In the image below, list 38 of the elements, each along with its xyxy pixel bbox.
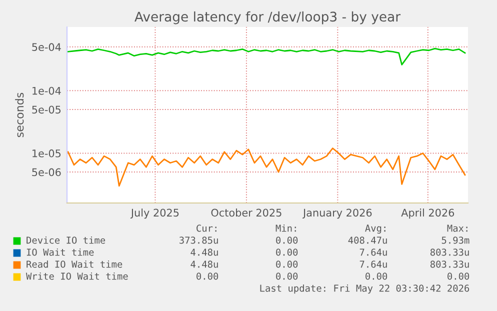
line-series (67, 148, 466, 187)
text: Min: (276, 224, 296, 232)
legend-label: Read IO Wait time (26, 260, 122, 268)
chart-title: Average latency for /dev/loop3 - by year (134, 11, 401, 24)
text: 0.00 (276, 272, 298, 280)
text: 803.33u (430, 260, 469, 268)
line-series (67, 48, 466, 66)
text: Last update: Fri May 22 03:30:42 2026 (260, 284, 470, 294)
text: 0.00 (276, 236, 298, 244)
text: 0.00 (448, 272, 470, 280)
text: 803.33u (430, 248, 469, 256)
text: Cur: (196, 224, 216, 232)
y-tick-label: 1e-05 (32, 149, 61, 158)
text: 0.00 (276, 248, 298, 256)
text: 0.00 (366, 272, 388, 280)
text: 4.48u (190, 248, 218, 256)
y-tick-label: 5e-05 (32, 106, 61, 114)
text: 5.93m (442, 236, 470, 244)
y-tick-label: 1e-04 (32, 86, 61, 95)
text: 0.00 (196, 272, 218, 280)
text: 7.64u (360, 260, 387, 268)
x-tick-label: January 2026 (302, 208, 372, 219)
x-tick-label: October 2025 (211, 208, 282, 217)
text: 408.47u (348, 236, 387, 244)
legend-label: IO Wait time (26, 248, 94, 256)
text: 7.64u (360, 248, 387, 256)
x-tick-label: April 2026 (401, 208, 454, 219)
legend-label: Device IO time (26, 236, 106, 244)
text: Avg: (365, 224, 386, 234)
text: 373.85u (180, 236, 218, 244)
y-tick-label: 5e-06 (32, 168, 61, 176)
legend-label: Write IO Wait time (26, 272, 128, 280)
y-axis-title: seconds (15, 92, 24, 138)
x-tick-label: July 2025 (130, 208, 179, 219)
y-tick-label: 5e-04 (32, 43, 61, 52)
text: 4.48u (190, 260, 218, 268)
text: Max: (447, 224, 468, 232)
text: 0.00 (276, 260, 298, 268)
